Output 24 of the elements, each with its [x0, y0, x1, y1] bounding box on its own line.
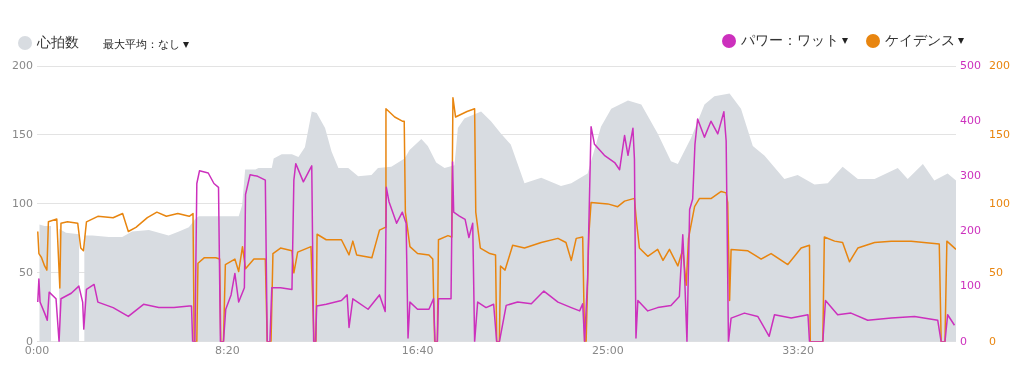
y2-tick-label: 300 [960, 169, 982, 183]
x-tick-label: 33:20 [782, 344, 814, 358]
y3-tick-label: 50 [989, 265, 1003, 279]
y-tick-label: 150 [12, 127, 33, 141]
y3-tick-label: 100 [989, 196, 1010, 210]
y3-tick-label: 0 [989, 334, 996, 348]
legend-label: 心拍数 [37, 34, 79, 52]
y2-tick-label: 400 [960, 114, 982, 128]
legend-label: ケイデンス [885, 32, 955, 50]
y2-tick-label: 500 [960, 58, 982, 72]
legend-label: パワー：ワット [741, 32, 839, 50]
x-tick-label: 8:20 [214, 344, 240, 358]
y-tick-label: 200 [12, 58, 33, 72]
y-tick-label: 100 [12, 196, 33, 210]
y2-tick-label: 0 [960, 334, 968, 348]
text: 最大平均：なし [103, 37, 180, 52]
y2-tick-label: 200 [960, 224, 982, 238]
x-tick-label: 25:00 [591, 344, 624, 358]
y-tick-label: 50 [19, 265, 33, 279]
y3-tick-label: 200 [989, 58, 1010, 72]
y3-tick-label: 150 [989, 127, 1010, 141]
x-tick-label: 0:00 [24, 344, 50, 358]
x-tick-label: 16:40 [401, 344, 434, 358]
y2-tick-label: 100 [960, 279, 982, 293]
